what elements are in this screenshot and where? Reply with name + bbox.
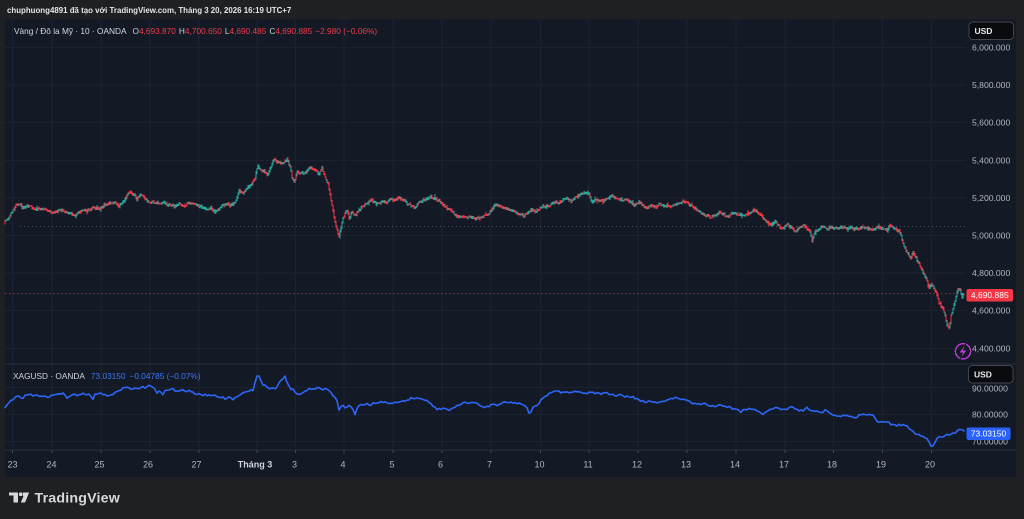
svg-text:11: 11 bbox=[583, 460, 592, 470]
svg-text:13: 13 bbox=[681, 460, 691, 470]
svg-text:20: 20 bbox=[925, 460, 935, 470]
svg-text:USD: USD bbox=[974, 370, 992, 380]
svg-text:73.03150: 73.03150 bbox=[971, 429, 1007, 439]
svg-text:Tháng 3: Tháng 3 bbox=[238, 460, 273, 470]
svg-text:5: 5 bbox=[389, 460, 394, 470]
svg-text:27: 27 bbox=[191, 460, 201, 470]
svg-text:12: 12 bbox=[632, 460, 642, 470]
svg-text:5,600.000: 5,600.000 bbox=[972, 118, 1010, 128]
svg-text:6: 6 bbox=[438, 460, 443, 470]
svg-text:5,800.000: 5,800.000 bbox=[972, 80, 1010, 90]
svg-text:10: 10 bbox=[534, 460, 544, 470]
svg-text:18: 18 bbox=[827, 460, 837, 470]
svg-text:17: 17 bbox=[779, 460, 789, 470]
svg-text:chuphuong4891 đã tạo với Tradi: chuphuong4891 đã tạo với TradingView.com… bbox=[7, 6, 292, 15]
svg-text:7: 7 bbox=[487, 460, 492, 470]
svg-text:3: 3 bbox=[292, 460, 297, 470]
svg-text:4,600.000: 4,600.000 bbox=[972, 306, 1010, 316]
svg-text:5,200.000: 5,200.000 bbox=[972, 193, 1010, 203]
svg-text:24: 24 bbox=[46, 460, 56, 470]
svg-text:USD: USD bbox=[975, 26, 993, 36]
svg-text:14: 14 bbox=[730, 460, 740, 470]
svg-text:4: 4 bbox=[340, 460, 345, 470]
svg-text:4,400.000: 4,400.000 bbox=[972, 343, 1010, 353]
svg-text:70.00000: 70.00000 bbox=[972, 437, 1008, 447]
svg-text:23: 23 bbox=[7, 460, 17, 470]
svg-text:4,800.000: 4,800.000 bbox=[972, 268, 1010, 278]
svg-text:25: 25 bbox=[94, 460, 104, 470]
svg-text:5,000.000: 5,000.000 bbox=[972, 231, 1010, 241]
svg-text:90.00000: 90.00000 bbox=[972, 383, 1008, 393]
svg-text:26: 26 bbox=[143, 460, 153, 470]
svg-text:TradingView: TradingView bbox=[35, 491, 121, 507]
svg-text:5,400.000: 5,400.000 bbox=[972, 155, 1010, 165]
svg-text:4,690.885: 4,690.885 bbox=[971, 290, 1009, 300]
svg-text:80.00000: 80.00000 bbox=[972, 410, 1008, 420]
svg-text:6,000.000: 6,000.000 bbox=[972, 43, 1010, 53]
svg-text:19: 19 bbox=[876, 460, 886, 470]
